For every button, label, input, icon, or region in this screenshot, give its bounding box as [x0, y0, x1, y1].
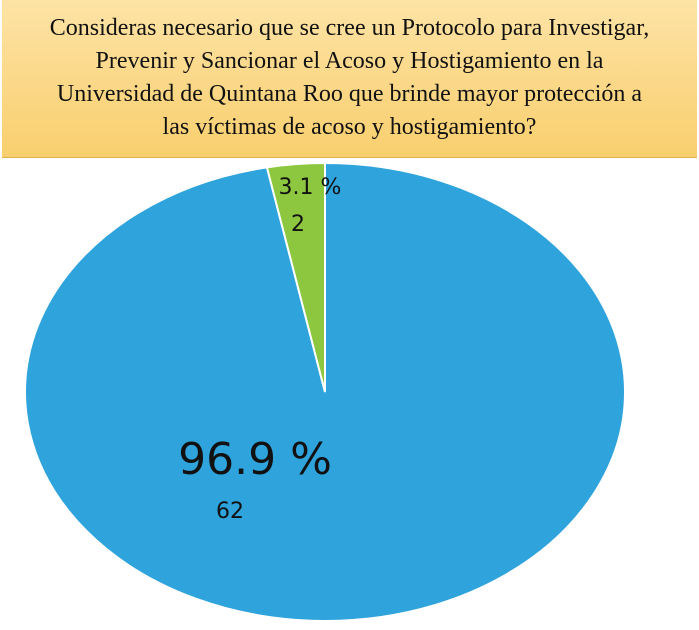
chart-title: Consideras necesario que se cree un Prot… [2, 0, 697, 158]
data-label: 3.1 % [279, 175, 342, 200]
pie-slice [265, 161, 326, 393]
count-label: 62 [216, 499, 244, 524]
data-label: 96.9 % [178, 434, 332, 485]
count-label: 2 [291, 212, 305, 237]
